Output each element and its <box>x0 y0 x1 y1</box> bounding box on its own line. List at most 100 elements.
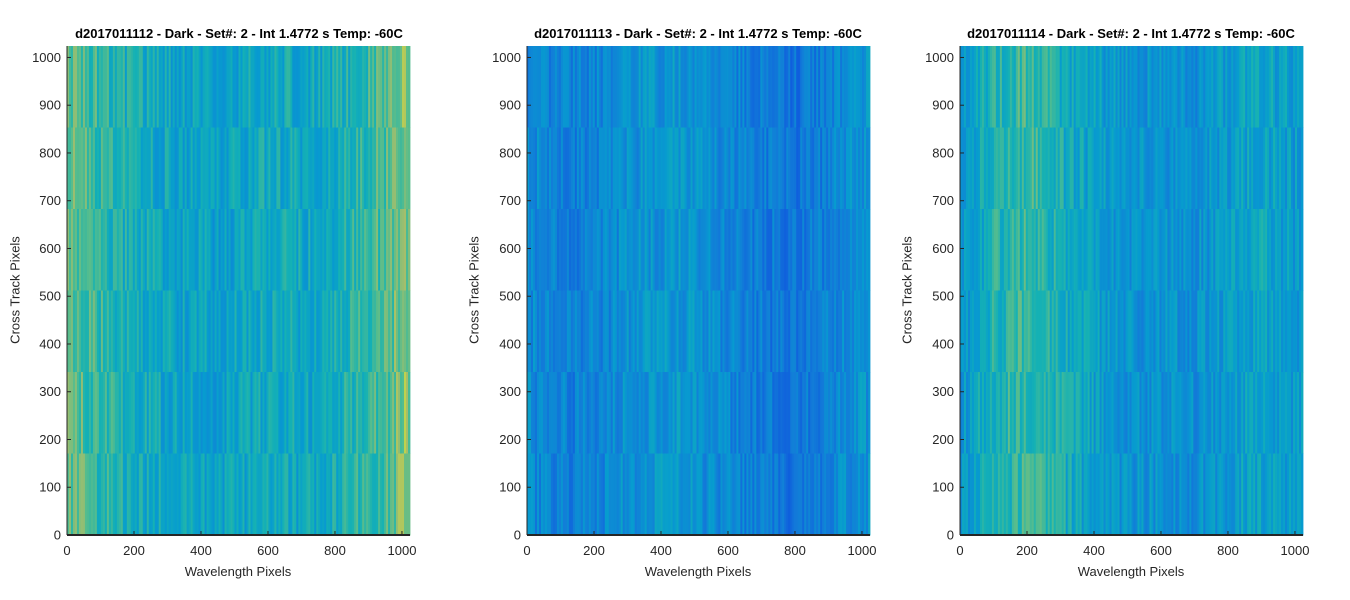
heatmap-cell <box>979 290 983 373</box>
heatmap-cell <box>740 127 743 210</box>
heatmap-cell <box>530 453 534 536</box>
heatmap-cell <box>124 290 128 373</box>
heatmap-cell <box>146 372 150 454</box>
heatmap-cell <box>1179 46 1182 128</box>
heatmap-cell <box>1195 127 1198 210</box>
heatmap-cell <box>594 453 598 536</box>
heatmap-cell <box>1225 127 1228 210</box>
heatmap-cell <box>548 372 552 454</box>
heatmap-cell <box>140 209 144 291</box>
heatmap-cell <box>838 209 841 291</box>
heatmap-cell <box>342 46 345 128</box>
heatmap-cell <box>652 290 656 373</box>
heatmap-cell <box>1275 127 1278 210</box>
heatmap-cell <box>1241 46 1244 128</box>
heatmap-cell <box>608 290 612 373</box>
heatmap-cell <box>1235 372 1238 454</box>
heatmap-cell <box>706 209 709 291</box>
heatmap-cell <box>378 372 381 454</box>
heatmap-cell <box>963 290 967 373</box>
heatmap-cell <box>206 453 209 536</box>
heatmap-cell <box>1261 372 1264 454</box>
heatmap-cell <box>971 209 975 291</box>
heatmap-cell <box>772 46 775 128</box>
heatmap-cell <box>310 290 313 373</box>
heatmap-cell <box>312 46 315 128</box>
heatmap-cell <box>670 46 673 128</box>
heatmap-cell <box>198 209 202 291</box>
heatmap-cell <box>700 209 703 291</box>
heatmap-cell <box>362 453 365 536</box>
heatmap-cell <box>544 209 548 291</box>
heatmap-cell <box>112 127 116 210</box>
heatmap-cell <box>1023 453 1027 536</box>
heatmap-cell <box>104 372 108 454</box>
heatmap-cell <box>544 453 548 536</box>
heatmap-cell <box>572 127 576 210</box>
heatmap-cell <box>704 46 707 128</box>
heatmap-cell <box>1145 46 1148 128</box>
heatmap-cell <box>724 127 727 210</box>
heatmap-cell <box>206 46 209 128</box>
heatmap-cell <box>1007 290 1011 373</box>
heatmap-cell <box>1051 46 1055 128</box>
heatmap-cell <box>684 290 687 373</box>
heatmap-cell <box>792 46 795 128</box>
heatmap-cell <box>278 372 281 454</box>
heatmap-cell <box>1069 453 1073 536</box>
heatmap-cell <box>640 127 644 210</box>
heatmap-cell <box>684 127 687 210</box>
heatmap-cell <box>820 372 823 454</box>
heatmap-cell <box>286 46 289 128</box>
heatmap-cell <box>380 209 383 291</box>
heatmap-cell <box>796 46 799 128</box>
heatmap-cell <box>726 372 729 454</box>
heatmap-cell <box>302 46 305 128</box>
heatmap-cell <box>993 46 997 128</box>
heatmap-cell <box>1017 372 1021 454</box>
heatmap-cell <box>134 209 138 291</box>
heatmap-cell <box>644 372 648 454</box>
heatmap-cell <box>1057 290 1061 373</box>
heatmap-cell <box>244 127 247 210</box>
y-tick-label: 900 <box>932 98 954 113</box>
heatmap-cell <box>122 209 126 291</box>
heatmap-cell <box>1249 46 1252 128</box>
heatmap-cell <box>144 127 148 210</box>
heatmap-cell <box>130 453 134 536</box>
heatmap-cell <box>991 290 995 373</box>
heatmap-cell <box>1145 127 1148 210</box>
heatmap-cell <box>384 453 387 536</box>
heatmap-cell <box>527 127 530 210</box>
heatmap-cell <box>1201 46 1204 128</box>
heatmap-cell <box>1175 453 1178 536</box>
heatmap-cell <box>1157 209 1160 291</box>
heatmap-cell <box>328 290 331 373</box>
heatmap-cell <box>160 127 164 210</box>
heatmap-cell <box>1085 209 1089 291</box>
heatmap-cell <box>1293 372 1296 454</box>
heatmap-cell <box>188 453 192 536</box>
heatmap-cell <box>1137 46 1140 128</box>
x-axis-label: Wavelength Pixels <box>1077 564 1185 579</box>
heatmap-cell <box>973 127 977 210</box>
heatmap-cell <box>1273 290 1276 373</box>
heatmap-cell <box>1197 46 1200 128</box>
heatmap-cell <box>546 46 550 128</box>
heatmap-cell <box>214 209 217 291</box>
heatmap-cell <box>188 209 192 291</box>
heatmap-cell <box>828 290 831 373</box>
heatmap-cell <box>310 46 313 128</box>
heatmap-cell <box>862 46 865 128</box>
heatmap-cell <box>967 453 971 536</box>
heatmap-cell <box>250 127 253 210</box>
heatmap-cell <box>708 290 711 373</box>
heatmap-cell <box>1103 46 1106 128</box>
heatmap-cell <box>240 209 243 291</box>
heatmap-cell <box>372 46 375 128</box>
heatmap-cell <box>1181 46 1184 128</box>
heatmap-cell <box>164 290 168 373</box>
heatmap-cell <box>194 453 198 536</box>
heatmap-cell <box>322 127 325 210</box>
heatmap-cell <box>1167 127 1170 210</box>
